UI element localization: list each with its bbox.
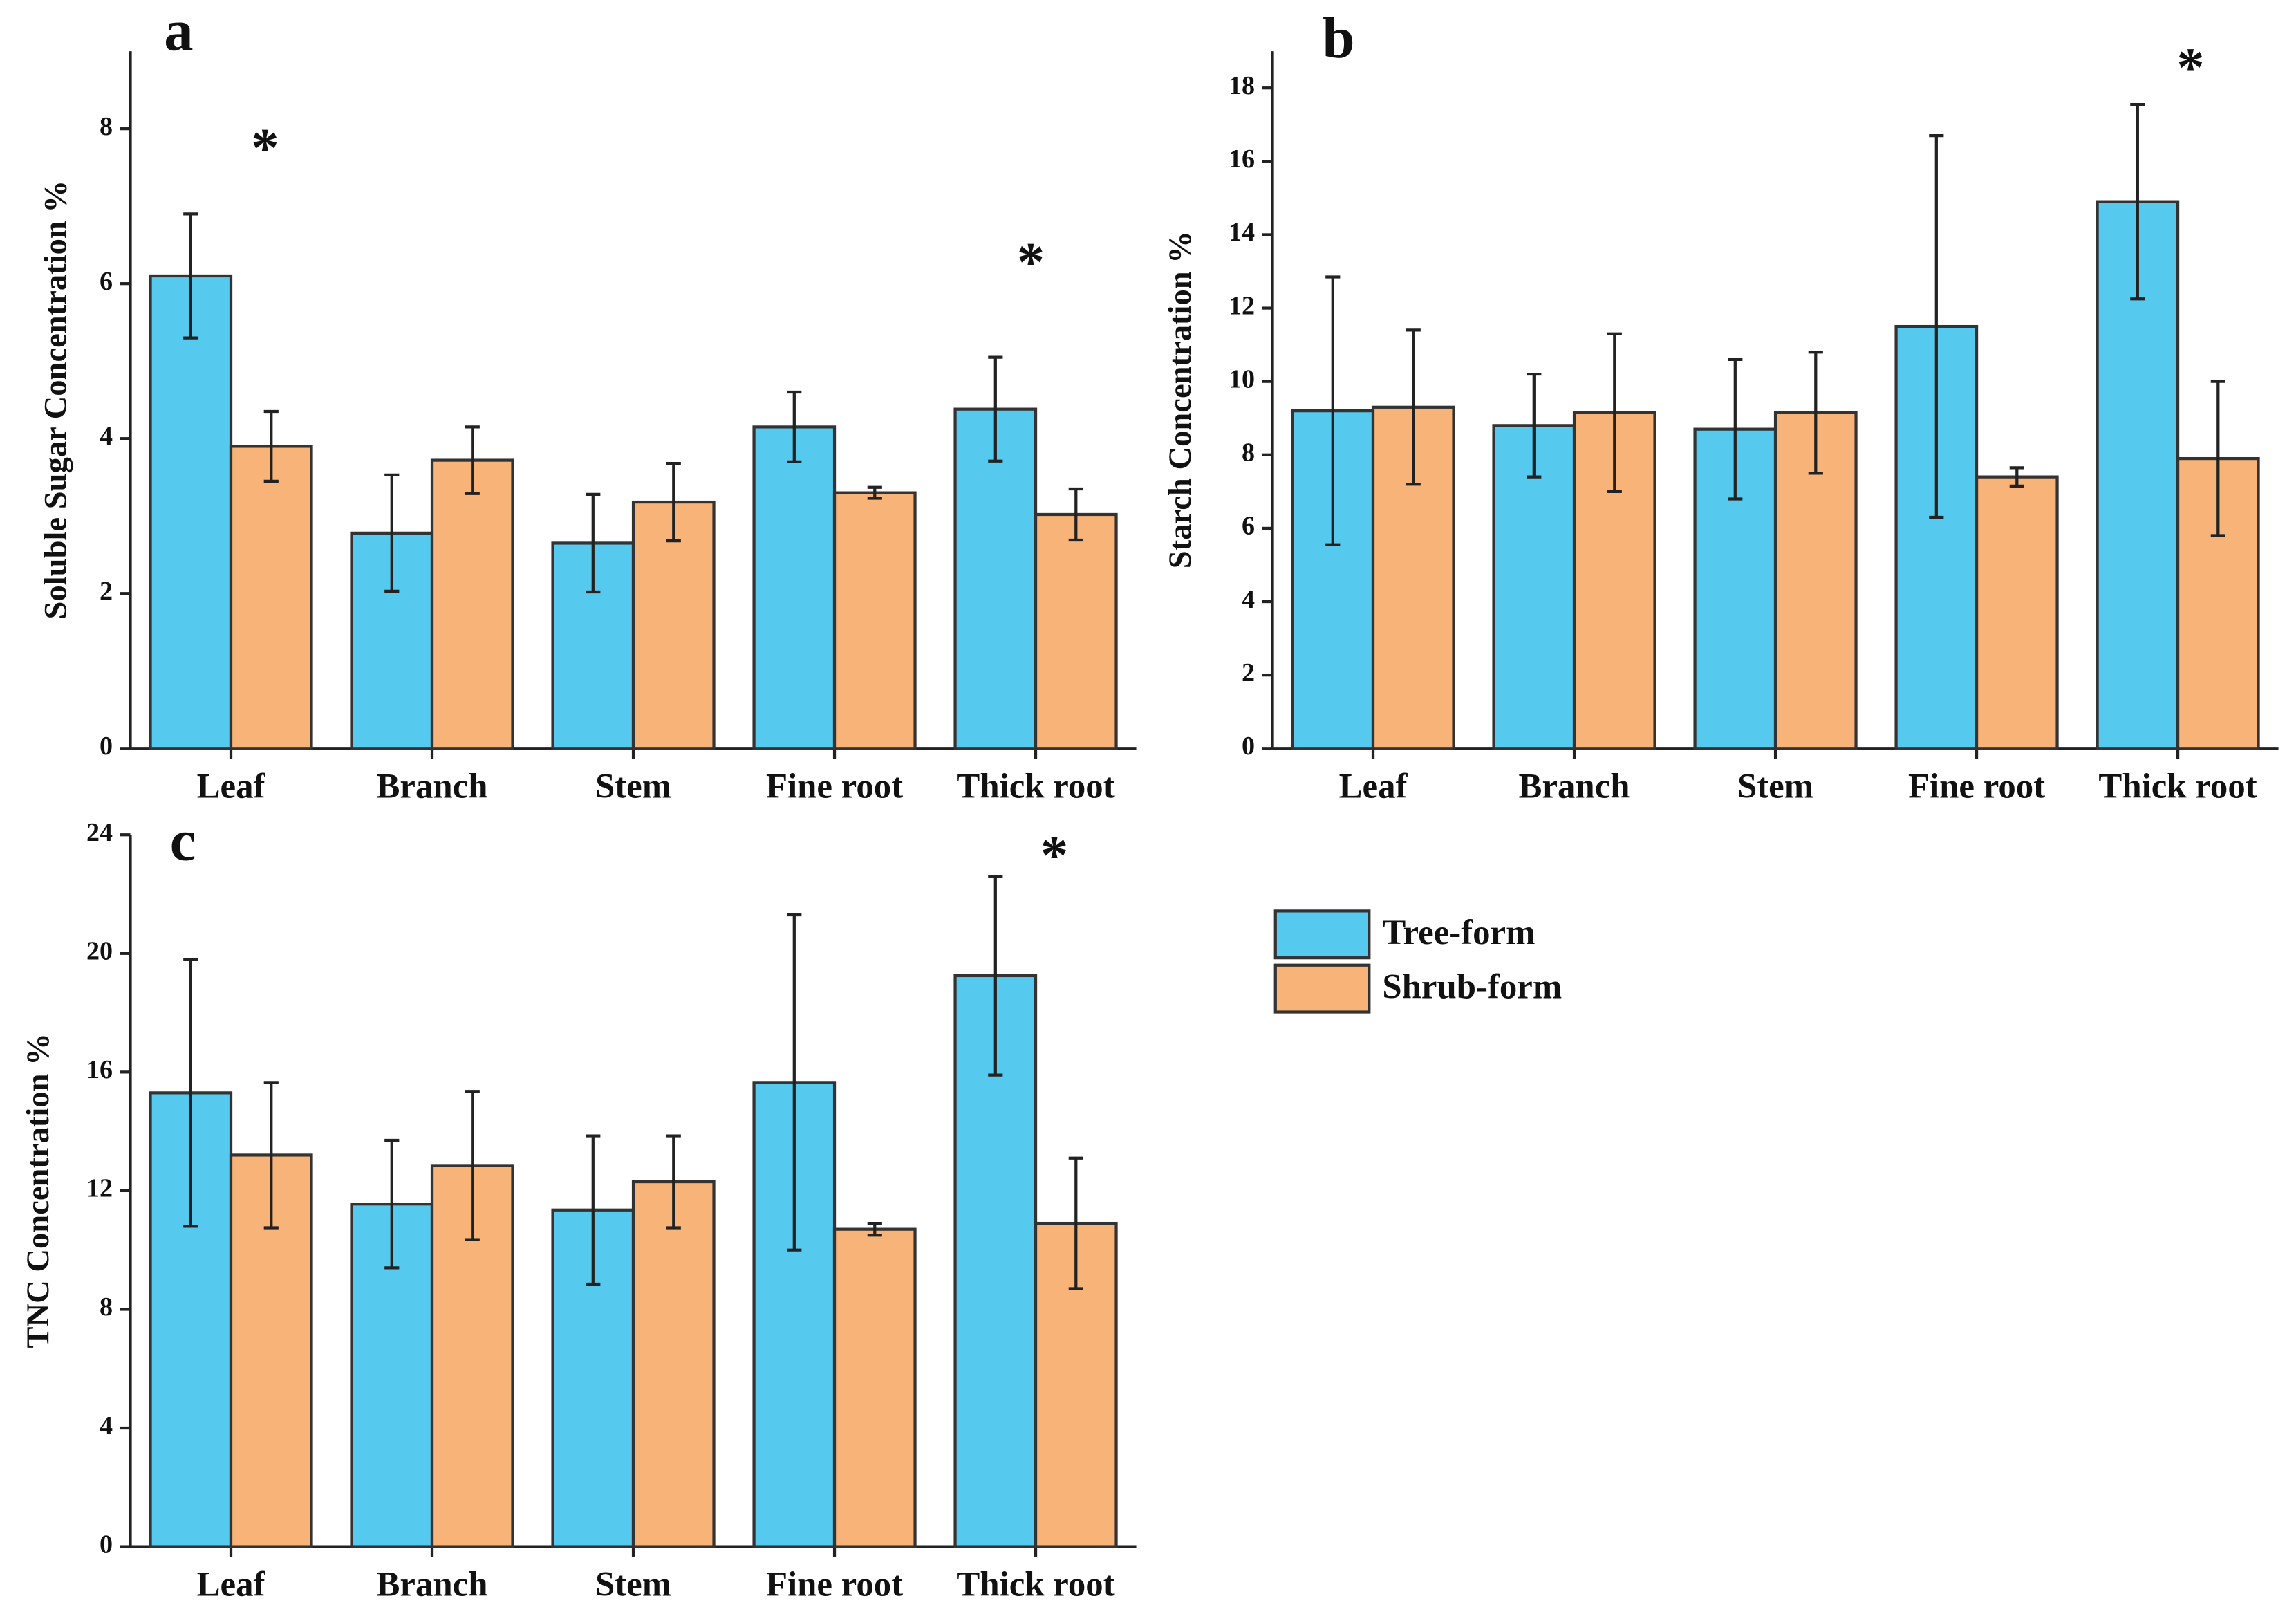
x-tick-label: Thick root: [956, 766, 1114, 805]
panel-label: c: [170, 809, 196, 873]
y-tick-label: 8: [100, 1292, 113, 1321]
y-tick-label: 12: [1229, 291, 1255, 320]
y-tick-label: 4: [100, 1411, 113, 1440]
y-tick-label: 16: [1229, 145, 1255, 174]
y-tick-label: 6: [100, 267, 113, 296]
bar: [430, 458, 514, 750]
y-tick-label: 0: [1242, 732, 1255, 761]
x-tick-label: Leaf: [197, 766, 266, 805]
x-tick-label: Fine root: [766, 1565, 903, 1604]
bar: [752, 425, 837, 750]
x-tick-label: Stem: [595, 766, 671, 805]
bar: [631, 500, 716, 750]
bar: [149, 274, 233, 750]
legend-label: Shrub-form: [1382, 967, 1562, 1005]
y-tick-label: 2: [1242, 658, 1255, 687]
y-tick-label: 4: [1242, 585, 1255, 614]
y-axis-title: Starch Concentration %: [1162, 231, 1198, 568]
significance-mark: *: [2176, 37, 2204, 98]
x-tick-label: Thick root: [956, 1565, 1114, 1604]
y-tick-label: 20: [86, 937, 113, 966]
legend-swatch: [1273, 909, 1371, 960]
bar: [631, 1180, 716, 1548]
panel-label: a: [164, 0, 193, 63]
y-axis-title: Soluble Sugar Concentration %: [37, 180, 73, 619]
x-tick-label: Thick root: [2098, 766, 2257, 805]
x-tick-label: Leaf: [197, 1565, 266, 1604]
x-tick-label: Branch: [377, 766, 488, 805]
y-tick-label: 10: [1229, 364, 1255, 393]
bar: [1975, 475, 2059, 750]
significance-mark: *: [1040, 825, 1068, 887]
y-tick-label: 0: [100, 732, 113, 761]
y-axis-title: TNC Concentration %: [20, 1033, 56, 1348]
x-tick-label: Stem: [1737, 766, 1813, 805]
bar: [1034, 512, 1118, 750]
x-tick-label: Fine root: [766, 766, 903, 805]
x-tick-label: Leaf: [1339, 766, 1408, 805]
x-tick-label: Fine root: [1908, 766, 2045, 805]
x-tick-label: Stem: [595, 1565, 671, 1604]
y-tick-label: 8: [100, 112, 113, 141]
legend-swatch: [1273, 963, 1371, 1014]
y-tick-label: 6: [1242, 512, 1255, 541]
significance-mark: *: [251, 118, 279, 179]
y-tick-label: 16: [86, 1055, 113, 1084]
x-tick-label: Branch: [1519, 766, 1630, 805]
bar: [229, 445, 313, 750]
y-tick-label: 2: [100, 577, 113, 606]
y-tick-label: 0: [100, 1530, 113, 1559]
x-tick-label: Branch: [377, 1565, 488, 1604]
bar: [832, 1227, 917, 1548]
y-tick-label: 14: [1229, 218, 1255, 247]
panel-label: b: [1323, 6, 1355, 71]
bar: [832, 491, 917, 750]
y-tick-label: 4: [100, 422, 113, 451]
y-tick-label: 12: [86, 1174, 113, 1203]
significance-mark: *: [1017, 232, 1045, 293]
y-tick-label: 18: [1229, 71, 1255, 100]
legend-label: Tree-form: [1382, 913, 1535, 952]
y-tick-label: 24: [86, 818, 113, 847]
y-tick-label: 8: [1242, 438, 1255, 467]
